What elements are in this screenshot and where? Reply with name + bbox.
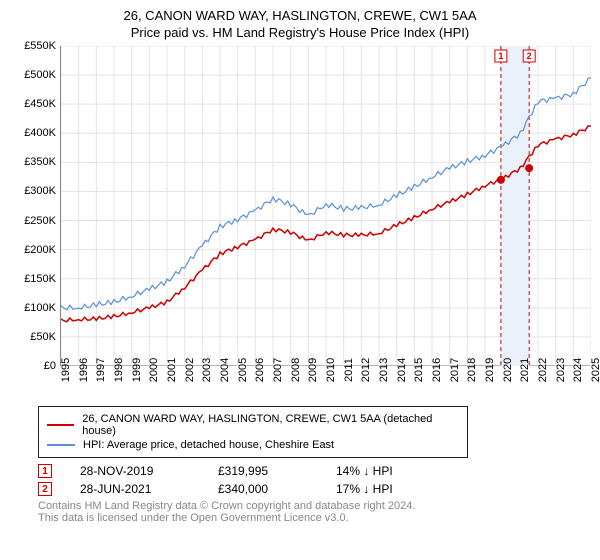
x-tick: 1996 [78,358,90,382]
x-tick: 2017 [449,358,461,382]
y-tick: £350K [24,156,56,168]
x-tick: 2001 [166,358,178,382]
legend-item: HPI: Average price, detached house, Ches… [47,439,459,451]
event-marker: 1 [38,464,52,478]
legend-swatch [47,424,74,426]
x-tick: 1998 [113,358,125,382]
y-axis: £0£50K£100K£150K£200K£250K£300K£350K£400… [10,46,58,366]
y-tick: £50K [30,331,56,343]
x-tick: 2005 [237,358,249,382]
x-tick: 2002 [184,358,196,382]
plot-area: 12 [60,46,590,366]
y-tick: £150K [24,273,56,285]
legend-label: HPI: Average price, detached house, Ches… [83,439,334,451]
events-table: 1 28-NOV-2019 £319,995 14% ↓ HPI 2 28-JUN-202… [38,464,590,496]
event-row: 1 28-NOV-2019 £319,995 14% ↓ HPI [38,464,590,478]
x-tick: 2009 [307,358,319,382]
event-marker: 2 [38,482,52,496]
footer-attribution: Contains HM Land Registry data © Crown c… [38,500,590,524]
chart-subtitle: Price paid vs. HM Land Registry's House … [10,25,590,40]
x-tick: 2025 [590,358,600,382]
x-tick: 2008 [290,358,302,382]
svg-text:1: 1 [498,51,503,61]
x-tick: 2003 [201,358,213,382]
event-diff: 17% ↓ HPI [336,482,456,496]
x-tick: 2016 [431,358,443,382]
x-tick: 2011 [343,358,355,382]
legend-label: 26, CANON WARD WAY, HASLINGTON, CREWE, C… [82,413,459,437]
event-row: 2 28-JUN-2021 £340,000 17% ↓ HPI [38,482,590,496]
x-tick: 2022 [537,358,549,382]
x-tick: 2018 [466,358,478,382]
x-tick: 2024 [572,358,584,382]
x-tick: 2013 [378,358,390,382]
x-tick: 2012 [360,358,372,382]
footer-line2: This data is licensed under the Open Gov… [38,512,590,524]
chart: £0 £50K £100K £150K £200K £250K £300K £350K £400… [10,46,590,396]
x-tick: 2023 [555,358,567,382]
legend-swatch [47,444,75,446]
y-tick: £200K [24,244,56,256]
x-tick: 2020 [502,358,514,382]
legend-item: 26, CANON WARD WAY, HASLINGTON, CREWE, C… [47,413,459,437]
x-tick: 2014 [396,358,408,382]
y-tick: £550K [24,40,56,52]
x-tick: 2021 [519,358,531,382]
y-tick: £250K [24,215,56,227]
x-tick: 1995 [60,358,72,382]
event-date: 28-JUN-2021 [80,482,190,496]
x-tick: 1999 [131,358,143,382]
event-date: 28-NOV-2019 [80,464,190,478]
x-tick: 2004 [219,358,231,382]
x-tick: 2006 [254,358,266,382]
y-tick: £100K [24,302,56,314]
x-tick: 2019 [484,358,496,382]
x-tick: 2015 [413,358,425,382]
y-tick: £450K [24,98,56,110]
x-axis: 1995199619971998199920002001200220032004… [60,366,590,396]
event-diff: 14% ↓ HPI [336,464,456,478]
chart-title: 26, CANON WARD WAY, HASLINGTON, CREWE, C… [10,8,590,23]
x-tick: 2000 [148,358,160,382]
y-tick: £500K [24,69,56,81]
plot-svg: 12 [61,46,591,366]
svg-text:2: 2 [527,51,532,61]
y-tick: £300K [24,185,56,197]
event-price: £340,000 [218,482,308,496]
x-tick: 2007 [272,358,284,382]
x-tick: 1997 [95,358,107,382]
y-tick: £0 [44,360,56,372]
legend-box: 26, CANON WARD WAY, HASLINGTON, CREWE, C… [38,406,468,458]
y-tick: £400K [24,127,56,139]
footer-line1: Contains HM Land Registry data © Crown c… [38,500,590,512]
event-price: £319,995 [218,464,308,478]
x-tick: 2010 [325,358,337,382]
